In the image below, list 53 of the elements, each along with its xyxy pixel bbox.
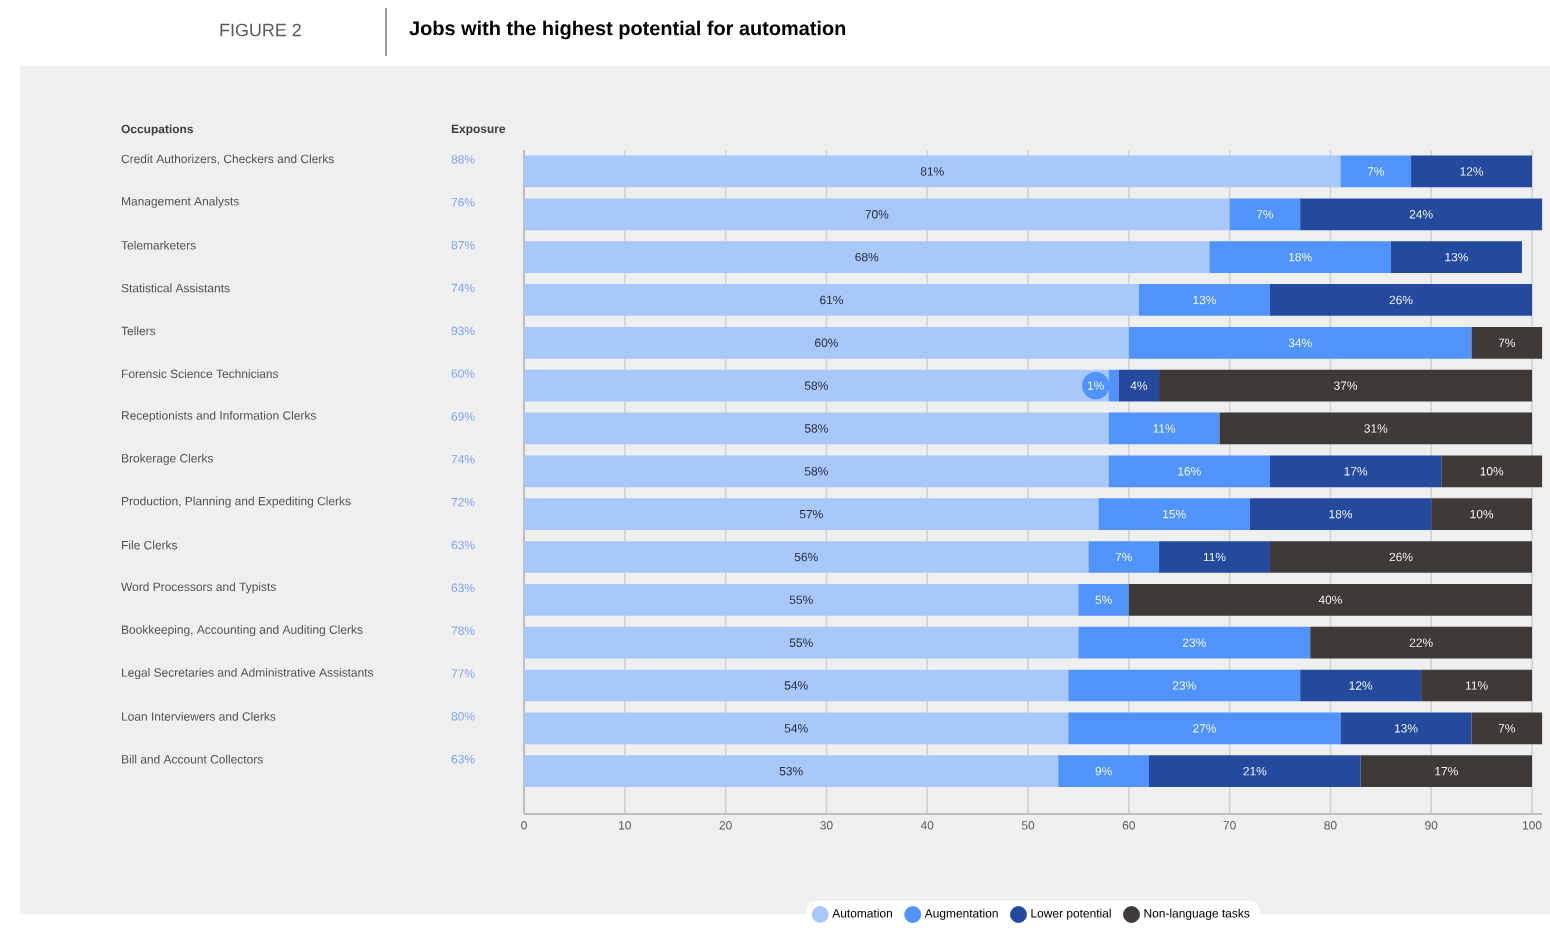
bar [524,455,1109,487]
caption: FIGURE 2 [220,23,301,37]
bar [1159,369,1533,402]
bar [1269,455,1442,487]
bar [524,626,1079,659]
bar [524,412,1109,445]
bar [1229,198,1301,230]
bar [1219,412,1533,445]
bar [1471,326,1543,359]
bar [1078,583,1129,616]
bar [524,755,1059,787]
bar [524,155,1341,188]
bar [1148,755,1361,787]
bar [1471,712,1543,745]
bar [1128,326,1472,359]
bar [1269,540,1533,573]
bar [1310,626,1533,659]
bar [1441,455,1543,487]
bar [1068,669,1301,702]
bar [524,498,1099,530]
bar [524,540,1089,573]
bar [1159,540,1270,573]
bar [1078,626,1311,659]
bar [524,583,1079,616]
bar [1128,583,1533,616]
bar [1340,712,1472,745]
bar [524,198,1230,230]
bar [1360,755,1533,787]
bar [524,369,1109,402]
bar [1108,455,1270,487]
bar [524,283,1139,316]
bar [1209,241,1391,273]
chart-title: Jobs with the highest potential for automation [409,20,846,40]
bar [1411,155,1533,188]
bar [524,241,1210,273]
bar [1340,155,1412,188]
bar [1118,369,1160,402]
bar [524,712,1069,745]
bar [1390,241,1522,273]
bar [1108,412,1220,445]
bar [524,669,1069,702]
bar [1249,498,1432,530]
bar [1058,755,1149,787]
bar [524,326,1129,359]
bar [1269,283,1533,316]
bar [1098,498,1250,530]
bar [1068,712,1341,745]
bar [1300,198,1543,230]
bar [1431,498,1533,530]
bar [1421,669,1533,702]
bar [1088,540,1160,573]
bar [1300,669,1422,702]
bar [1138,283,1270,316]
